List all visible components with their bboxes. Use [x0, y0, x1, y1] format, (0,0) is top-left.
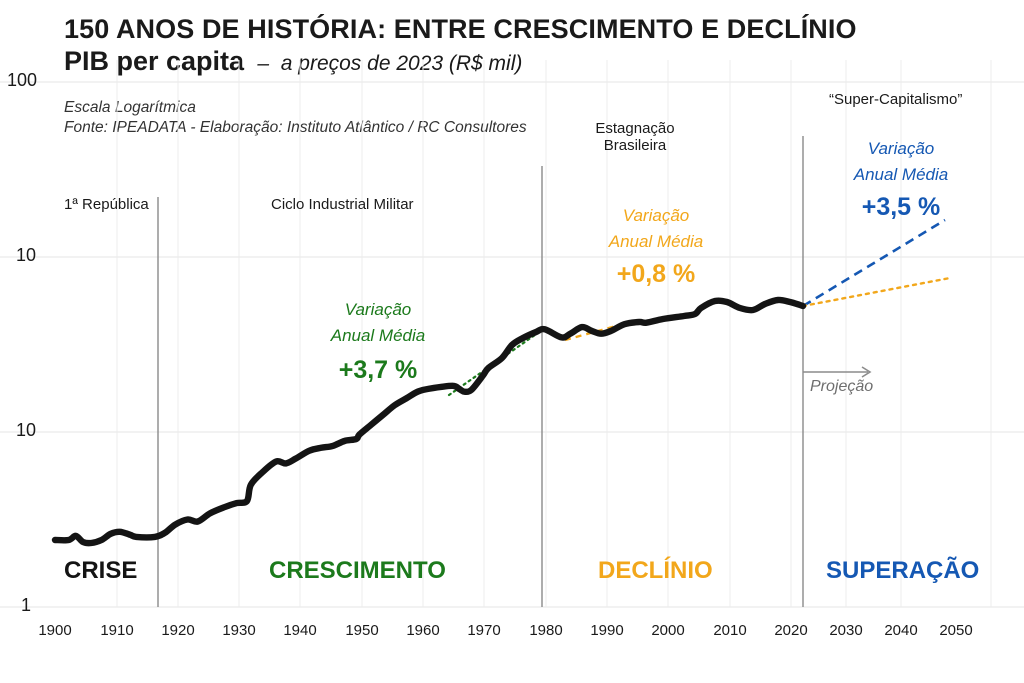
- svg-text:2030: 2030: [829, 622, 862, 639]
- svg-text:2010: 2010: [713, 622, 746, 639]
- svg-text:2040: 2040: [884, 622, 917, 639]
- svg-text:2050: 2050: [939, 622, 972, 639]
- svg-text:1990: 1990: [590, 622, 623, 639]
- svg-text:2000: 2000: [651, 622, 684, 639]
- svg-text:1950: 1950: [345, 622, 378, 639]
- svg-text:1940: 1940: [283, 622, 316, 639]
- svg-text:1910: 1910: [100, 622, 133, 639]
- svg-text:1980: 1980: [529, 622, 562, 639]
- svg-text:1970: 1970: [467, 622, 500, 639]
- svg-text:1900: 1900: [38, 622, 71, 639]
- svg-text:2020: 2020: [774, 622, 807, 639]
- svg-text:1930: 1930: [222, 622, 255, 639]
- svg-text:1920: 1920: [161, 622, 194, 639]
- svg-text:1960: 1960: [406, 622, 439, 639]
